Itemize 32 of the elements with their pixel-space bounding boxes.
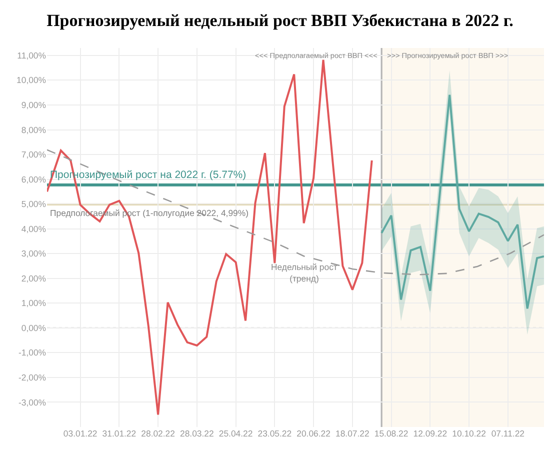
y-tick-label: -2,00% <box>18 372 46 383</box>
y-tick-label: 1,00% <box>21 298 46 308</box>
y-tick-label: 8,00% <box>21 124 46 135</box>
y-tick-label: 9,00% <box>21 100 46 110</box>
line-series <box>47 149 544 276</box>
y-tick-label: 10,00% <box>16 75 46 86</box>
line-series <box>380 94 544 310</box>
y-tick-label: -1,00% <box>18 348 46 358</box>
chart-title: Прогнозируемый недельный рост ВВП Узбекистана в 2022 г. <box>46 10 514 30</box>
x-tick-label: 10.10.22 <box>452 428 486 439</box>
x-tick-label: 03.01.22 <box>63 428 98 439</box>
x-tick-label: 31.01.22 <box>102 428 136 439</box>
x-tick-label: 23.05.22 <box>258 428 292 439</box>
y-tick-label: 0,00% <box>21 322 46 333</box>
x-tick-label: 15.08.22 <box>374 428 408 439</box>
x-tick-label: 28.03.22 <box>180 428 214 439</box>
y-tick-label: 3,00% <box>21 248 46 259</box>
y-tick-label: 4,00% <box>21 224 46 234</box>
y-tick-label: 6,00% <box>21 174 46 184</box>
y-tick-label: 5,00% <box>21 199 46 210</box>
x-tick-label: 20.06.22 <box>296 428 331 439</box>
y-tick-label: -3,00% <box>18 397 46 408</box>
y-tick-label: 2,00% <box>21 273 46 284</box>
line-series <box>47 58 373 416</box>
x-tick-label: 25.04.22 <box>218 428 253 439</box>
x-tick-label: 07.11.22 <box>491 428 525 439</box>
x-tick-label: 28.02.22 <box>141 428 176 439</box>
y-tick-label: 11,00% <box>17 50 46 60</box>
annotation: Недельный рост (тренд) <box>271 262 338 284</box>
y-tick-label: 7,00% <box>21 150 46 160</box>
x-tick-label: 18.07.22 <box>336 428 370 439</box>
x-tick-label: 12.09.22 <box>413 428 448 439</box>
